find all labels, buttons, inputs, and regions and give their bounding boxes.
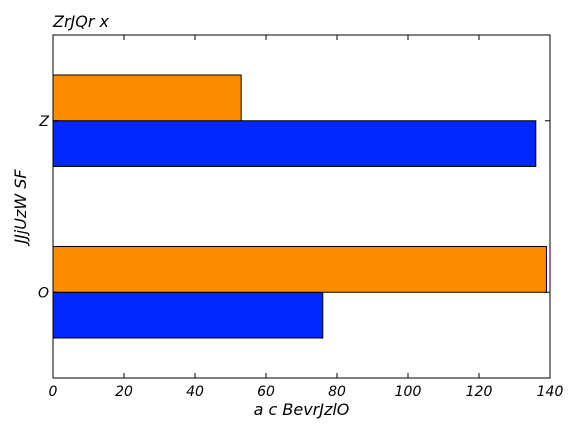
x-tick-label: 100 — [395, 384, 422, 400]
x-ticks-group: 0 20 40 60 80 100 120 140 — [49, 35, 564, 400]
y-tick-label: Z — [38, 114, 49, 130]
x-tick-label: 0 — [49, 384, 58, 400]
bar-Z-series-1 — [52, 120, 537, 167]
x-tick-label: 40 — [186, 384, 204, 400]
bar-O-series-2 — [52, 246, 547, 293]
y-axis-label: JJjUzW SF — [11, 169, 30, 247]
bar-O-series-1 — [52, 291, 324, 339]
y-tick-label: O — [38, 285, 49, 301]
x-tick-label: 20 — [115, 384, 133, 400]
x-axis-label: a c BevrJzlO — [254, 400, 350, 419]
x-tick-label: 120 — [466, 384, 493, 400]
bar-Z-series-2 — [52, 74, 242, 122]
y-ticks-group: OZ — [38, 114, 550, 301]
x-tick-label: 60 — [257, 384, 275, 400]
chart-title: ZrJQr x — [52, 12, 110, 31]
bars-group — [52, 74, 547, 339]
x-tick-label: 140 — [537, 384, 564, 400]
x-tick-label: 80 — [328, 384, 346, 400]
plot-frame — [52, 34, 551, 379]
